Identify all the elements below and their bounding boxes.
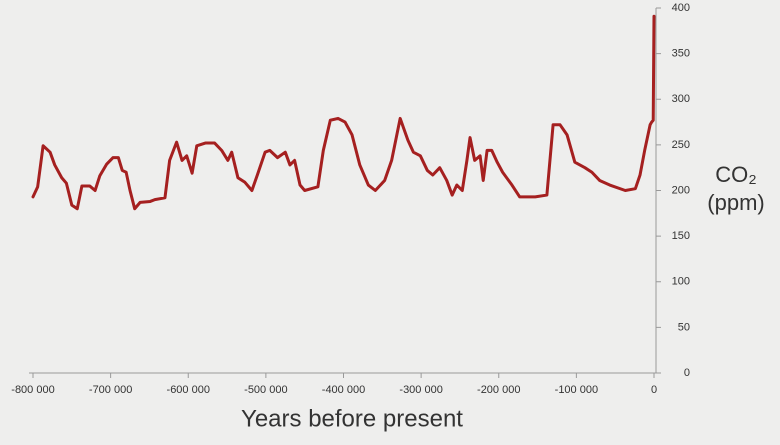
x-tick-label: -300 000 <box>399 384 442 396</box>
y-tick-label: 100 <box>672 276 690 288</box>
x-tick-label: -200 000 <box>477 384 520 396</box>
y-tick-label: 350 <box>672 48 690 60</box>
x-axis-label: Years before present <box>241 405 463 432</box>
x-tick-label: -600 000 <box>167 384 210 396</box>
y-tick-label: 200 <box>672 184 690 196</box>
y-tick-label: 300 <box>672 93 690 105</box>
y-tick-label: 250 <box>672 139 690 151</box>
x-tick-label: -700 000 <box>89 384 132 396</box>
y-tick-label: 400 <box>672 2 690 14</box>
y-tick-label: 50 <box>678 321 690 333</box>
y-axis-label: CO₂ <box>715 162 757 187</box>
x-tick-label: -400 000 <box>322 384 365 396</box>
x-tick-label: -800 000 <box>11 384 54 396</box>
y-tick-label: 0 <box>684 367 690 379</box>
y-axis-label: (ppm) <box>707 190 764 215</box>
x-tick-label: -100 000 <box>555 384 598 396</box>
x-tick-label: 0 <box>651 384 657 396</box>
x-tick-label: -500 000 <box>244 384 287 396</box>
data-line <box>31 14 656 211</box>
y-tick-label: 150 <box>672 230 690 242</box>
